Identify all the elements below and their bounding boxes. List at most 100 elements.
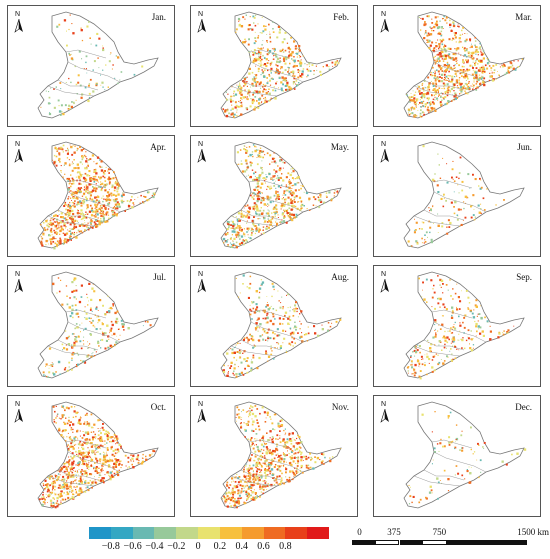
pixel-value <box>452 160 454 162</box>
pixel-value <box>116 437 119 440</box>
pixel-value <box>112 439 115 443</box>
pixel-value <box>440 55 443 58</box>
region-outline <box>37 271 159 379</box>
pixel-value <box>452 99 454 101</box>
pixel-value <box>472 338 474 340</box>
pixel-value <box>440 92 442 94</box>
pixel-value <box>294 447 295 449</box>
pixel-value <box>91 154 95 157</box>
pixel-value <box>415 100 417 102</box>
pixel-value <box>243 82 246 84</box>
pixel-value <box>432 48 435 50</box>
pixel-value <box>249 439 252 441</box>
pixel-value <box>473 57 475 59</box>
pixel-value <box>258 98 261 101</box>
pixel-value <box>231 104 233 106</box>
pixel-value <box>119 334 121 336</box>
pixel-value <box>99 444 102 447</box>
pixel-value <box>100 74 101 76</box>
pixel-value <box>300 323 302 325</box>
pixel-value <box>441 26 443 28</box>
pixel-value <box>80 224 82 227</box>
pixel-value <box>72 196 74 198</box>
pixel-value <box>103 213 106 216</box>
pixel-value <box>260 197 263 199</box>
pixel-value <box>463 347 466 350</box>
pixel-value <box>456 308 459 311</box>
pixel-value <box>102 195 104 197</box>
pixel-value <box>71 218 75 221</box>
pixel-value <box>243 85 245 87</box>
pixel-value <box>258 83 261 86</box>
pixel-value <box>438 297 440 300</box>
pixel-value <box>82 473 84 474</box>
pixel-value <box>451 75 454 78</box>
pixel-value <box>58 160 61 163</box>
pixel-value <box>230 365 233 367</box>
pixel-value <box>131 195 133 198</box>
pixel-value <box>239 219 241 222</box>
pixel-value <box>151 453 153 455</box>
pixel-value <box>70 193 74 196</box>
pixel-value <box>300 459 303 462</box>
pixel-value <box>460 223 463 226</box>
pixel-value <box>97 319 101 322</box>
pixel-value <box>145 458 148 461</box>
pixel-value <box>297 460 300 463</box>
pixel-value <box>459 93 461 95</box>
pixel-value <box>78 465 80 467</box>
pixel-value <box>413 94 416 96</box>
pixel-value <box>123 200 125 202</box>
pixel-value <box>276 468 279 471</box>
pixel-value <box>255 497 258 500</box>
pixel-value <box>284 201 286 204</box>
pixel-value <box>273 157 276 160</box>
pixel-value <box>83 329 85 331</box>
pixel-value <box>222 237 226 241</box>
pixel-value <box>82 470 84 472</box>
pixel-value <box>415 345 417 348</box>
pixel-value <box>277 25 280 28</box>
pixel-value <box>77 462 79 465</box>
pixel-value <box>254 96 257 98</box>
pixel-value <box>433 88 436 91</box>
pixel-value <box>60 170 62 172</box>
pixel-value <box>60 114 62 116</box>
pixel-value <box>419 92 422 95</box>
pixel-value <box>91 426 93 429</box>
pixel-value <box>59 373 61 375</box>
pixel-value <box>68 366 70 368</box>
pixel-value <box>449 81 452 83</box>
pixel-value <box>77 171 80 174</box>
pixel-value <box>481 68 484 72</box>
pixel-value <box>77 166 80 170</box>
pixel-value <box>76 163 79 166</box>
pixel-value <box>63 422 67 425</box>
pixel-value <box>253 102 255 104</box>
pixel-value <box>235 277 237 279</box>
pixel-value <box>421 92 423 94</box>
pixel-value <box>458 87 460 89</box>
pixel-value <box>329 325 332 328</box>
pixel-value <box>86 198 88 200</box>
pixel-value <box>98 221 101 224</box>
pixel-value <box>242 479 244 481</box>
pixel-value <box>77 196 79 198</box>
province-boundary <box>240 79 282 91</box>
pixel-value <box>256 204 258 206</box>
pixel-value <box>468 302 471 304</box>
pixel-value <box>68 237 70 239</box>
pixel-value <box>240 419 242 420</box>
pixel-value <box>146 191 149 193</box>
pixel-value <box>435 22 438 25</box>
pixel-value <box>98 480 100 482</box>
pixel-value <box>237 235 240 238</box>
pixel-value <box>252 301 255 304</box>
pixel-value <box>111 460 114 462</box>
pixel-value <box>243 232 245 234</box>
pixel-value <box>438 48 440 50</box>
pixel-value <box>47 495 50 498</box>
pixel-value <box>479 70 481 72</box>
pixel-value <box>433 25 436 29</box>
pixel-value <box>100 217 102 220</box>
